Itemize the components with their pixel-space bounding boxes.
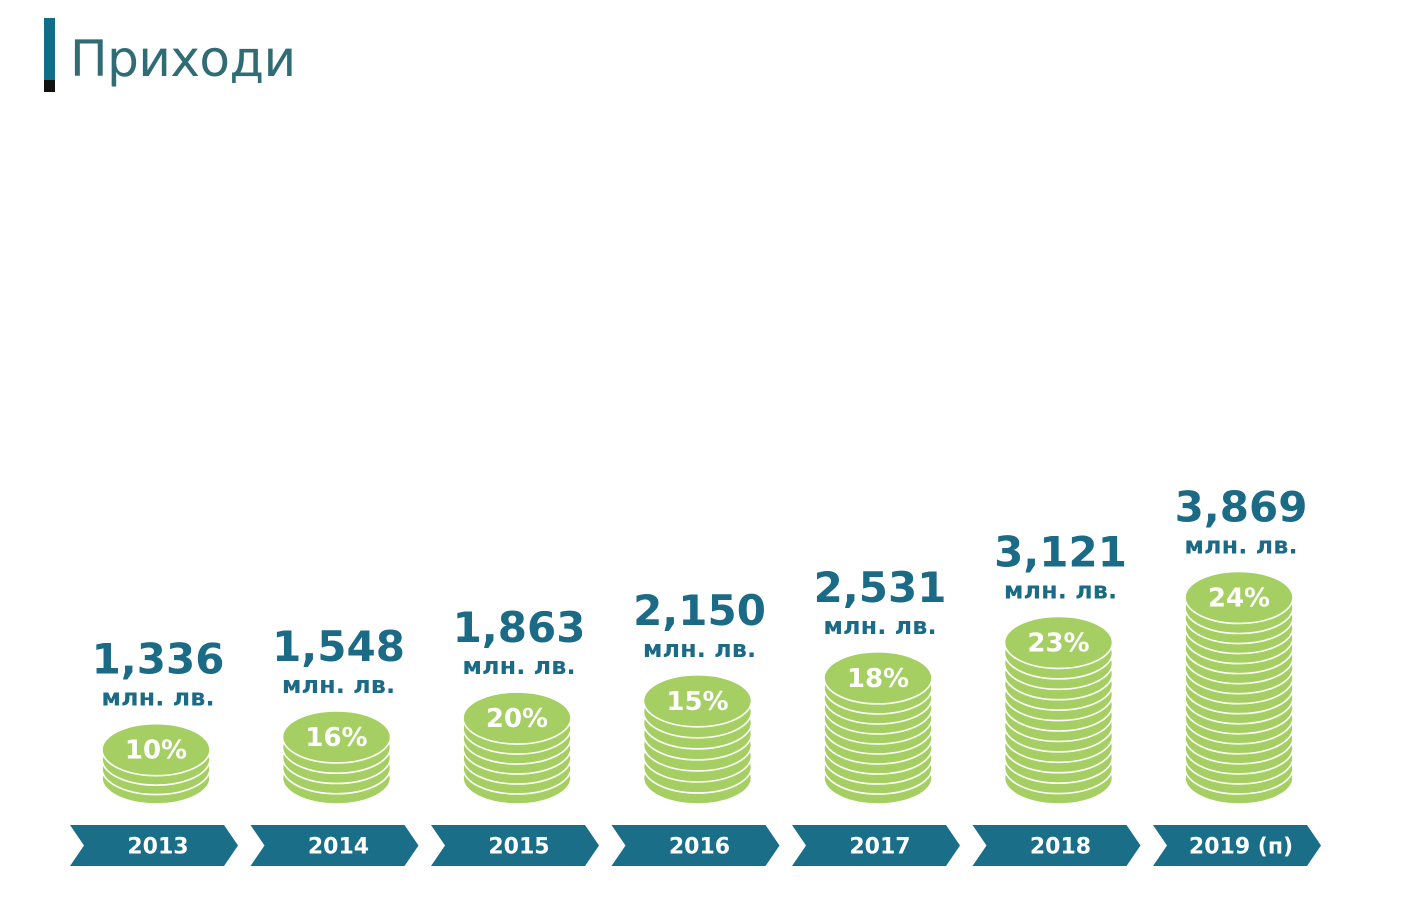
year-label: 2014: [308, 835, 369, 860]
percent-label: 10%: [125, 736, 187, 766]
year-label: 2017: [849, 835, 910, 860]
year-chevron: [70, 825, 238, 866]
coin-stack-2014: [281, 710, 392, 805]
unit-label: млн. лв.: [643, 635, 756, 663]
value-label: 1,548: [272, 622, 405, 671]
coin-stack-top: [823, 651, 933, 705]
coin-stack-top: [642, 673, 753, 728]
value-label: 1,336: [92, 635, 225, 684]
year-chevron: [792, 825, 960, 866]
value-label: 2,150: [633, 586, 766, 635]
percent-label: 15%: [666, 687, 728, 717]
coin-stack-2017: [823, 651, 933, 805]
percent-label: 24%: [1208, 583, 1270, 613]
year-label: 2013: [127, 835, 188, 860]
percent-label: 23%: [1027, 628, 1089, 658]
unit-label: млн. лв.: [1004, 576, 1117, 604]
coin-stack-top: [1003, 615, 1114, 670]
value-label: 3,121: [994, 527, 1127, 576]
unit-label: млн. лв.: [101, 684, 214, 712]
value-label: 1,863: [453, 603, 586, 652]
percent-label: 20%: [486, 704, 548, 734]
year-label: 2016: [669, 835, 730, 860]
value-label: 2,531: [814, 563, 947, 612]
value-label: 3,869: [1175, 482, 1308, 531]
coin-stack-2019: [1184, 570, 1294, 805]
coin-stack-top: [101, 722, 211, 777]
year-chevron: [431, 825, 599, 866]
unit-label: млн. лв.: [823, 612, 936, 640]
coin-stack-top: [1184, 570, 1294, 625]
year-chevron: [972, 825, 1141, 866]
unit-label: млн. лв.: [462, 652, 575, 680]
unit-label: млн. лв.: [282, 671, 395, 699]
coin-stack-2016: [642, 673, 753, 805]
percent-label: 16%: [305, 723, 367, 753]
coin-stack-2015: [462, 691, 572, 805]
percent-label: 18%: [847, 664, 909, 694]
year-label: 2019 (п): [1189, 835, 1293, 860]
year-axis: 2013 2014 2015 2016 2017 2018 2019 (п): [70, 825, 1321, 866]
coin-stack-2018: [1003, 615, 1114, 805]
coin-stack-2013: [101, 722, 211, 805]
page-title: Приходи: [70, 30, 296, 88]
year-chevron: [611, 825, 780, 866]
year-label: 2018: [1030, 835, 1091, 860]
unit-label: млн. лв.: [1184, 531, 1297, 559]
title-accent-bar: [44, 18, 55, 92]
coin-stack-top: [462, 691, 572, 745]
year-label: 2015: [488, 835, 549, 860]
year-chevron: [250, 825, 419, 866]
coin-stack-top: [281, 710, 392, 764]
year-chevron: [1153, 825, 1321, 866]
